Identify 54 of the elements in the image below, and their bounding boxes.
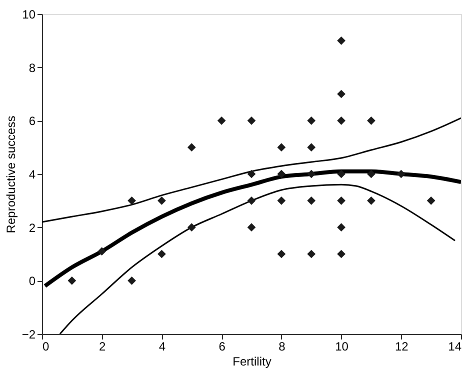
point [277, 250, 286, 258]
point [158, 196, 166, 205]
x-tick-label: 8 [278, 340, 286, 354]
x-tick-label: 12 [394, 340, 409, 354]
point [337, 223, 346, 232]
x-tick-label: 2 [99, 340, 106, 354]
point [307, 170, 316, 178]
x-tick-label: 6 [218, 340, 226, 354]
point [337, 116, 346, 125]
point [367, 116, 376, 125]
point [247, 116, 256, 125]
point [337, 250, 346, 258]
point [277, 196, 286, 205]
point [277, 143, 286, 152]
point [68, 276, 76, 285]
y-tick-label: −2 [22, 328, 36, 342]
point [307, 250, 316, 258]
y-tick-label: 2 [28, 220, 36, 235]
point [337, 36, 346, 45]
point [277, 170, 286, 178]
point [307, 116, 316, 125]
x-tick-label: 4 [158, 340, 166, 354]
point [128, 196, 136, 205]
line-series [42, 169, 461, 288]
point [337, 170, 346, 178]
x-tick-label: 0 [42, 340, 50, 354]
point [396, 170, 406, 178]
point [426, 196, 436, 205]
point [307, 196, 316, 205]
point [337, 90, 346, 98]
y-axis-title: Reproductive success [4, 116, 18, 234]
y-tick-label: 4 [28, 168, 36, 182]
point [367, 170, 376, 178]
point [247, 223, 256, 232]
x-tick-label: 14 [448, 340, 462, 354]
y-tick-label: 0 [28, 274, 36, 288]
y-tick-label: 10 [22, 8, 36, 22]
line-series [42, 117, 461, 223]
point [337, 196, 346, 205]
point [367, 196, 376, 205]
point [158, 250, 166, 258]
x-tick-label: 10 [335, 340, 349, 354]
point [247, 170, 256, 178]
point [187, 143, 196, 152]
y-tick-label: 6 [28, 114, 36, 128]
x-axis-title: Fertility [232, 354, 272, 368]
y-tick-label: 8 [28, 60, 36, 75]
line-series [59, 184, 456, 334]
point [187, 223, 196, 232]
point [247, 196, 256, 205]
point [98, 247, 106, 256]
point [307, 143, 316, 152]
point [128, 276, 136, 285]
point [217, 116, 226, 125]
